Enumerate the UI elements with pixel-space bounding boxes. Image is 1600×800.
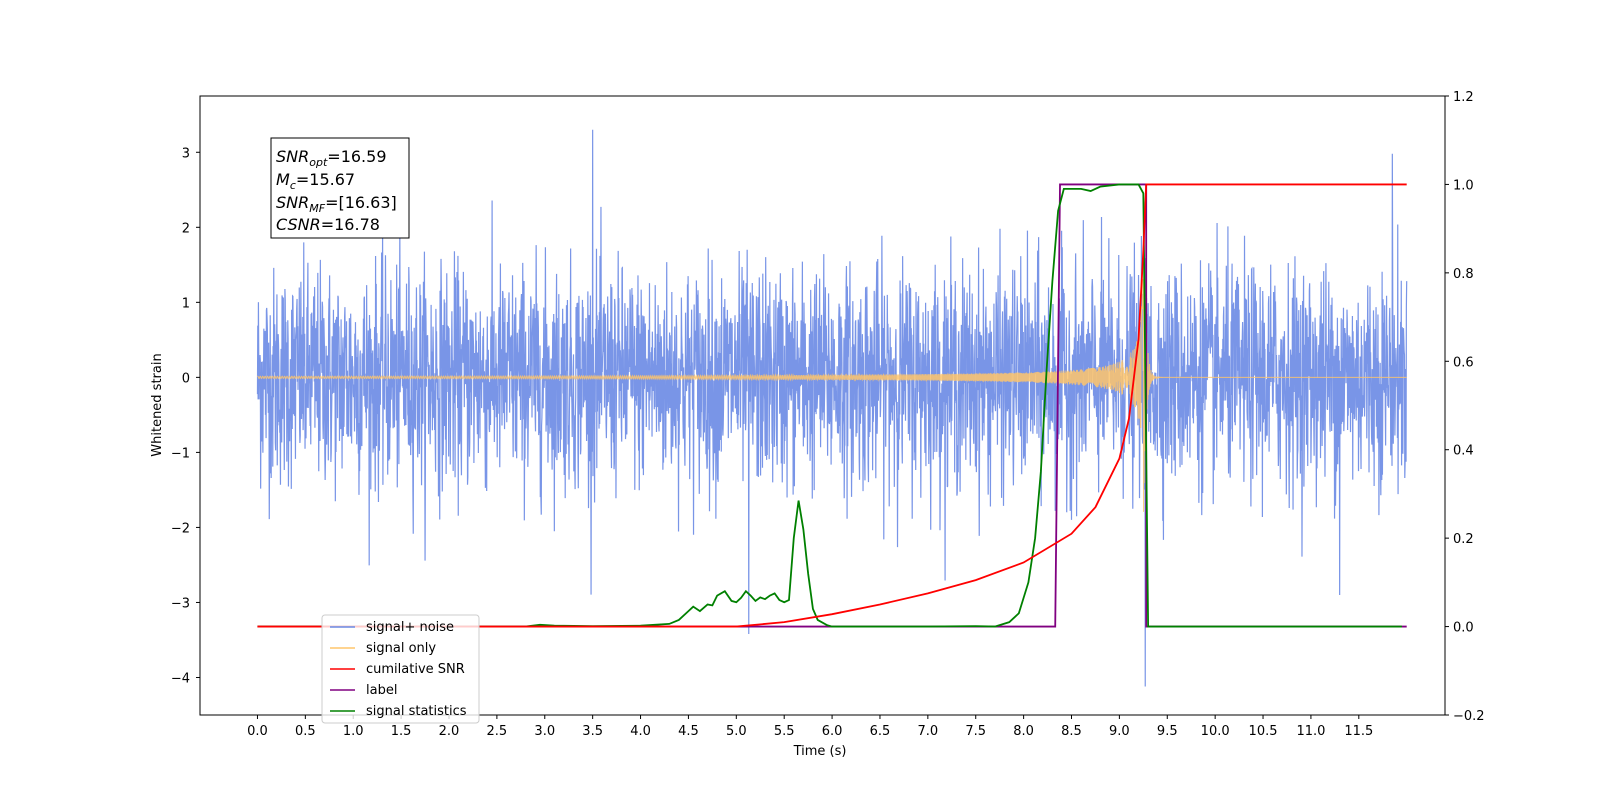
legend-label-label: label bbox=[366, 683, 397, 698]
x-tick-label: 5.0 bbox=[726, 724, 747, 739]
x-axis: 0.0 0.5 1.0 1.5 2.0 2.5 3.0 3.5 4.0 4.5 5.0 5.5 6.0 6… bbox=[247, 715, 1373, 739]
x-tick-label: 2.0 bbox=[439, 724, 460, 739]
y-right-tick-label: 0.2 bbox=[1453, 532, 1474, 547]
annotation-line-snr-mf: SNRMF=[16.63] bbox=[276, 193, 397, 215]
x-tick-label: 6.0 bbox=[822, 724, 843, 739]
x-tick-label: 7.0 bbox=[918, 724, 939, 739]
y-axis-left: 3 2 1 0 −1 −2 −3 −4 bbox=[171, 146, 200, 686]
x-tick-label: 1.0 bbox=[343, 724, 364, 739]
x-tick-label: 10.5 bbox=[1249, 724, 1278, 739]
annotation-box: SNRopt=16.59 Mc=15.67 SNRMF=[16.63] CSNR… bbox=[270, 137, 410, 239]
series-layer bbox=[256, 129, 1408, 687]
y-left-tick-label: 2 bbox=[182, 221, 190, 236]
plot-frame bbox=[199, 95, 1446, 716]
y-right-tick-label: 0.0 bbox=[1453, 621, 1474, 636]
x-tick-label: 3.0 bbox=[534, 724, 555, 739]
y-right-tick-label: 0.6 bbox=[1453, 355, 1474, 370]
x-tick-label: 7.5 bbox=[965, 724, 986, 739]
x-tick-label: 6.5 bbox=[870, 724, 891, 739]
x-tick-label: 1.5 bbox=[391, 724, 412, 739]
legend-label-cumilative-snr: cumilative SNR bbox=[366, 662, 465, 677]
x-tick-label: 9.0 bbox=[1109, 724, 1130, 739]
y-left-tick-label: −4 bbox=[171, 671, 190, 686]
x-tick-label: 5.5 bbox=[774, 724, 795, 739]
x-axis-label: Time (s) bbox=[793, 744, 847, 759]
series-cumilative-snr bbox=[257, 183, 1407, 628]
x-tick-label: 8.5 bbox=[1061, 724, 1082, 739]
x-tick-label: 8.0 bbox=[1013, 724, 1034, 739]
x-tick-label: 4.0 bbox=[630, 724, 651, 739]
y-axis-label: Whitened strain bbox=[150, 353, 165, 456]
y-left-tick-label: −2 bbox=[171, 521, 190, 536]
x-tick-label: 2.5 bbox=[487, 724, 508, 739]
y-right-tick-label: −0.2 bbox=[1453, 709, 1485, 724]
y-right-tick-label: 1.0 bbox=[1453, 178, 1474, 193]
series-signal-statistics bbox=[257, 183, 1402, 628]
y-axis-right: 1.2 1.0 0.8 0.6 0.4 0.2 0.0 −0.2 bbox=[1445, 90, 1485, 724]
x-tick-label: 11.0 bbox=[1296, 724, 1325, 739]
annotation-line-csnr: CSNR=16.78 bbox=[276, 215, 380, 234]
x-tick-label: 0.0 bbox=[247, 724, 268, 739]
y-left-tick-label: −3 bbox=[171, 596, 190, 611]
y-left-tick-label: 0 bbox=[182, 371, 190, 386]
y-right-tick-label: 0.4 bbox=[1453, 444, 1474, 459]
x-tick-label: 3.5 bbox=[582, 724, 603, 739]
legend-label-signal-noise: signal+ noise bbox=[366, 620, 454, 635]
y-left-tick-label: 1 bbox=[182, 296, 190, 311]
y-left-tick-label: −1 bbox=[171, 446, 190, 461]
series-signal-noise bbox=[256, 129, 1408, 687]
annotation-line-snr-opt: SNRopt=16.59 bbox=[276, 147, 387, 169]
x-tick-label: 0.5 bbox=[295, 724, 316, 739]
y-right-tick-label: 1.2 bbox=[1453, 90, 1474, 105]
y-right-tick-label: 0.8 bbox=[1453, 267, 1474, 282]
legend-label-signal-only: signal only bbox=[366, 641, 436, 656]
annotation-frame bbox=[270, 137, 410, 239]
y-left-tick-label: 3 bbox=[182, 146, 190, 161]
legend-label-signal-statistics: signal statistics bbox=[366, 704, 467, 719]
annotation-line-mc: Mc=15.67 bbox=[276, 170, 355, 192]
series-signal-only bbox=[257, 229, 1407, 512]
x-tick-label: 4.5 bbox=[678, 724, 699, 739]
x-tick-label: 9.5 bbox=[1157, 724, 1178, 739]
legend: signal+ noise signal only cumilative SNR… bbox=[321, 614, 480, 724]
x-tick-label: 10.0 bbox=[1201, 724, 1230, 739]
legend-frame bbox=[321, 614, 480, 724]
x-tick-label: 11.5 bbox=[1344, 724, 1373, 739]
